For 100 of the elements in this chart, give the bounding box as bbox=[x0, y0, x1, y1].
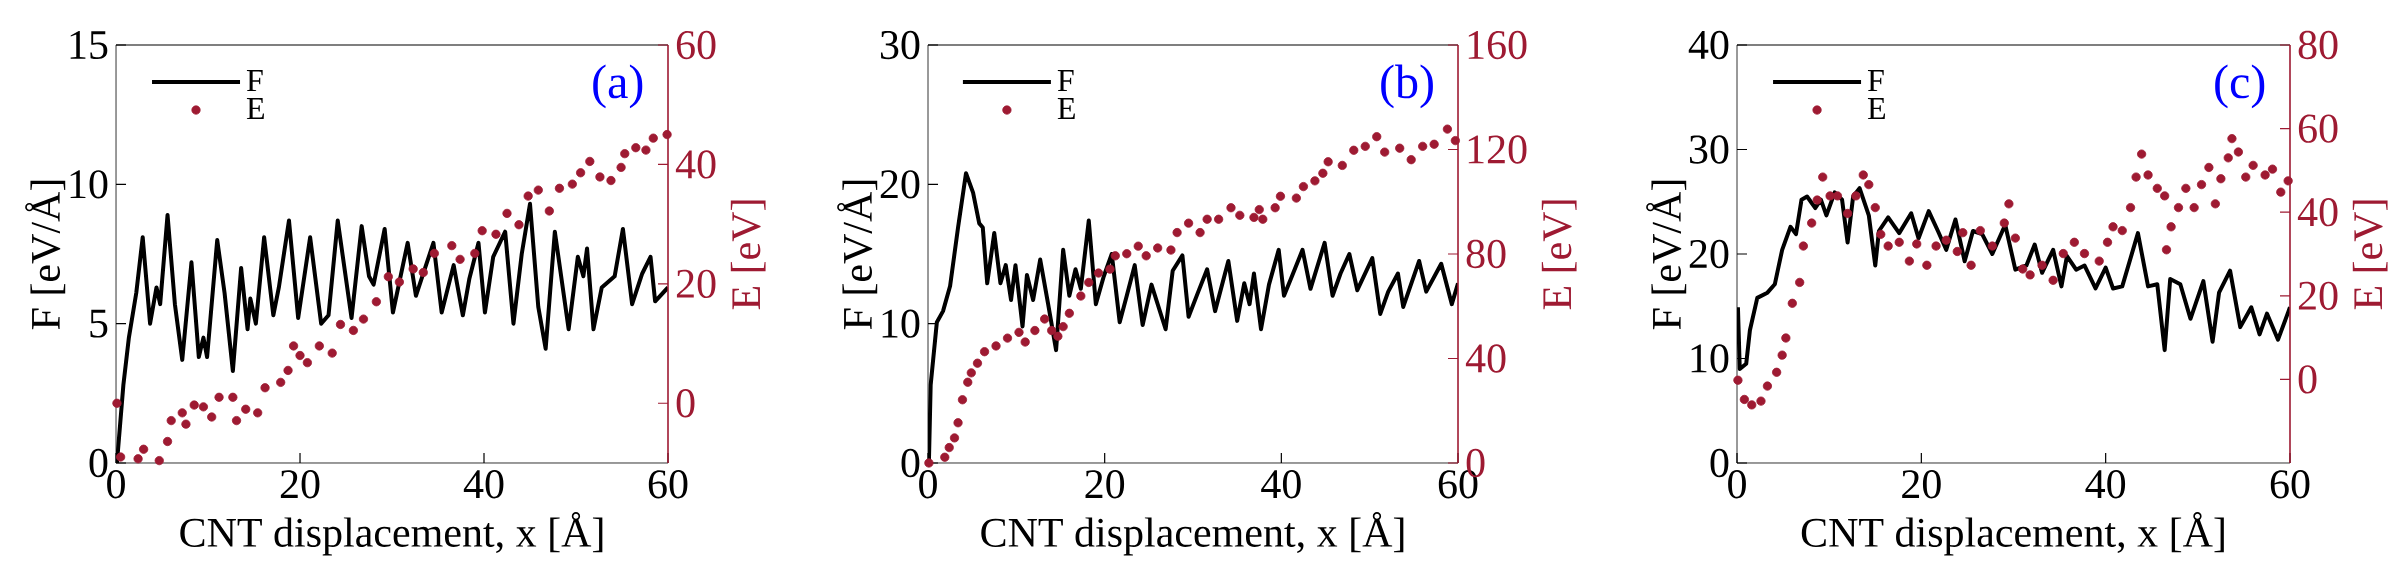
point bbox=[1258, 214, 1268, 224]
point bbox=[260, 383, 270, 393]
point bbox=[1298, 181, 1309, 192]
point bbox=[662, 129, 672, 140]
point bbox=[1084, 277, 1094, 288]
y-tick-label: 15 bbox=[70, 30, 108, 60]
point bbox=[991, 341, 1001, 351]
legend-label: F bbox=[1057, 70, 1074, 92]
point bbox=[606, 175, 616, 186]
point bbox=[1076, 291, 1086, 301]
legend-label: E bbox=[246, 98, 264, 120]
x-tick-label: 20 bbox=[1902, 470, 1941, 499]
y-tick-label: 30 bbox=[1689, 135, 1729, 164]
point bbox=[631, 143, 641, 153]
point bbox=[1275, 191, 1286, 201]
point bbox=[348, 325, 358, 336]
annotation: (b) bbox=[1381, 64, 1433, 109]
point bbox=[231, 415, 242, 426]
point bbox=[189, 400, 199, 410]
y2-tick-label: 20 bbox=[676, 269, 716, 299]
legend-label: F bbox=[1867, 70, 1884, 92]
point bbox=[139, 444, 149, 454]
point bbox=[1053, 331, 1063, 341]
x-axis-title: CNT displacement, x [Å] bbox=[180, 512, 603, 556]
point bbox=[418, 267, 428, 278]
point bbox=[1166, 245, 1176, 255]
point bbox=[491, 229, 501, 239]
point bbox=[1195, 227, 1205, 238]
point bbox=[1226, 203, 1236, 213]
y2-axis-title: E [eV] bbox=[2352, 200, 2388, 310]
y2-tick-label: 40 bbox=[1465, 344, 1506, 373]
point bbox=[1249, 212, 1259, 223]
point bbox=[1429, 139, 1439, 149]
point bbox=[544, 206, 554, 216]
point bbox=[253, 408, 263, 418]
point bbox=[1310, 176, 1320, 186]
point bbox=[1372, 132, 1382, 142]
point bbox=[1064, 308, 1074, 318]
point bbox=[447, 241, 457, 251]
x-tick-label: 20 bbox=[280, 470, 320, 499]
point bbox=[358, 314, 369, 324]
point bbox=[1153, 243, 1163, 253]
point bbox=[470, 248, 480, 258]
y2-tick-label: 60 bbox=[676, 30, 716, 60]
point bbox=[314, 341, 324, 351]
point bbox=[648, 133, 658, 143]
point bbox=[953, 418, 963, 428]
point bbox=[1172, 227, 1182, 238]
point bbox=[1141, 251, 1151, 261]
point bbox=[1202, 214, 1212, 224]
y-tick-label: 0 bbox=[1710, 448, 1729, 478]
point bbox=[408, 264, 418, 274]
point bbox=[949, 433, 960, 443]
y-tick-label: 20 bbox=[1689, 239, 1729, 269]
point bbox=[940, 452, 950, 462]
y-axis-title: F [eV/Å] bbox=[25, 180, 66, 330]
point bbox=[1291, 193, 1301, 203]
point bbox=[1214, 214, 1224, 224]
x-tick-label: 40 bbox=[463, 470, 504, 499]
point bbox=[1323, 157, 1333, 167]
point bbox=[1395, 143, 1405, 153]
point bbox=[641, 145, 651, 155]
point bbox=[241, 404, 251, 414]
point bbox=[616, 162, 626, 173]
point bbox=[1183, 218, 1194, 228]
x-tick-label: 20 bbox=[1085, 470, 1125, 499]
point bbox=[1002, 333, 1013, 343]
point bbox=[1122, 249, 1132, 259]
point bbox=[455, 254, 465, 264]
point bbox=[924, 458, 934, 468]
point bbox=[1337, 160, 1347, 171]
point bbox=[383, 272, 393, 282]
y-tick-label: 5 bbox=[90, 309, 108, 338]
point bbox=[1270, 203, 1280, 213]
point bbox=[957, 395, 968, 405]
annotation: (a) bbox=[593, 64, 643, 109]
point bbox=[1235, 210, 1245, 220]
point bbox=[162, 436, 173, 447]
legend-label: E bbox=[1867, 98, 1885, 120]
point bbox=[533, 185, 543, 195]
point bbox=[181, 419, 191, 429]
point bbox=[554, 183, 565, 193]
point bbox=[371, 297, 381, 307]
point bbox=[288, 341, 299, 351]
x-axis-title: CNT displacement, x [Å] bbox=[981, 512, 1404, 556]
y2-tick-label: 80 bbox=[1466, 239, 1506, 269]
point bbox=[567, 179, 577, 189]
point bbox=[1380, 147, 1390, 157]
point bbox=[1349, 145, 1359, 155]
point bbox=[1058, 322, 1068, 332]
point bbox=[1442, 124, 1453, 134]
point bbox=[966, 368, 976, 378]
y2-tick-label: 80 bbox=[2298, 30, 2338, 60]
legend-label: E bbox=[1057, 98, 1075, 120]
point bbox=[154, 456, 164, 466]
point bbox=[166, 415, 176, 426]
point bbox=[302, 358, 312, 368]
x-tick-label: 60 bbox=[2270, 470, 2310, 499]
point bbox=[1030, 325, 1040, 336]
point bbox=[283, 365, 293, 376]
